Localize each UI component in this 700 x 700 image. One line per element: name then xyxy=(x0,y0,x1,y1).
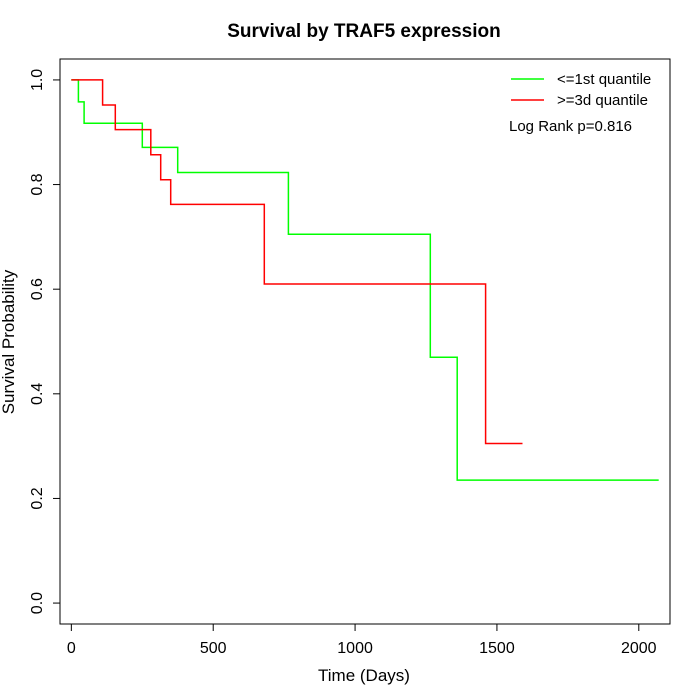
series-line-2 xyxy=(71,79,523,445)
x-tick-label: 0 xyxy=(67,640,76,657)
x-tick-label: 500 xyxy=(200,640,227,657)
series-line-1 xyxy=(71,79,659,481)
y-tick-label: 0.0 xyxy=(29,592,46,614)
y-tick-label: 1.0 xyxy=(29,69,46,91)
axes: 0 500 1000 1500 2000 0.0 0.2 0.4 0.6 0.8 1.0 xyxy=(29,69,657,657)
legend-label-2: >=3d quantile xyxy=(557,92,648,109)
x-tick-label: 1000 xyxy=(337,640,373,657)
legend: <=1st quantile >=3d quantile xyxy=(511,71,651,109)
y-axis-label: Survival Probability xyxy=(0,269,18,414)
series-layer xyxy=(71,79,659,481)
y-tick-label: 0.2 xyxy=(29,487,46,509)
legend-label-1: <=1st quantile xyxy=(557,71,651,88)
y-tick-label: 0.6 xyxy=(29,278,46,300)
chart-title: Survival by TRAF5 expression xyxy=(227,21,501,42)
x-tick-label: 1500 xyxy=(479,640,515,657)
x-tick-label: 2000 xyxy=(621,640,657,657)
y-tick-label: 0.4 xyxy=(29,383,46,405)
log-rank-annotation: Log Rank p=0.816 xyxy=(509,118,632,135)
y-tick-label: 0.8 xyxy=(29,173,46,195)
x-axis-label: Time (Days) xyxy=(318,666,410,685)
